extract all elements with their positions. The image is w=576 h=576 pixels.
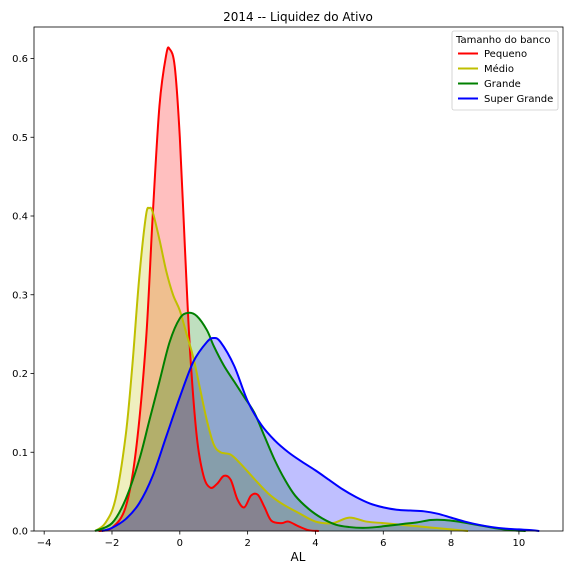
- series-fills: [95, 47, 540, 531]
- legend-label-grande: Grande: [484, 79, 521, 90]
- x-tick-label: 4: [312, 538, 318, 549]
- series-line-super-grande: [101, 337, 540, 532]
- series-lines: [94, 46, 540, 532]
- y-tick-label: 0.6: [12, 54, 28, 65]
- x-tick-label: 2: [244, 538, 250, 549]
- legend-label-pequeno: Pequeno: [484, 49, 527, 60]
- y-axis: 0.0 0.1 0.2 0.3 0.4 0.5 0.6: [12, 54, 34, 538]
- plot-frame: [33, 26, 564, 532]
- series-fill-super-grande: [101, 338, 540, 531]
- legend-title: Tamanho do banco: [455, 35, 551, 46]
- y-tick-label: 0.2: [12, 369, 28, 380]
- series-line-grande: [94, 311, 526, 532]
- legend-box: [451, 30, 559, 111]
- x-tick-label: 10: [513, 538, 526, 549]
- series-fill-pequeno: [98, 47, 319, 531]
- x-tick-label: 0: [177, 538, 183, 549]
- series-line-pequeno: [98, 46, 319, 532]
- x-axis-label: AL: [291, 550, 306, 564]
- x-tick-label: 8: [448, 538, 454, 549]
- x-axis: −4 −2 0 2 4 6 8 10: [37, 531, 525, 549]
- series-fill-medio: [95, 207, 469, 531]
- series-line-medio: [94, 206, 469, 532]
- legend: Tamanho do banco Pequeno Médio Grande Super…: [451, 30, 559, 111]
- legend-label-super-grande: Super Grande: [484, 94, 553, 105]
- x-tick-label: 6: [380, 538, 386, 549]
- y-tick-label: 0.3: [12, 290, 28, 301]
- x-tick-label: −4: [37, 538, 52, 549]
- x-tick-label: −2: [105, 538, 120, 549]
- y-tick-label: 0.4: [12, 212, 28, 223]
- legend-label-medio: Médio: [484, 63, 514, 75]
- y-tick-label: 0.5: [12, 133, 28, 144]
- y-tick-label: 0.1: [12, 448, 28, 459]
- chart-title: 2014 -- Liquidez do Ativo: [223, 10, 373, 24]
- y-tick-label: 0.0: [12, 527, 28, 538]
